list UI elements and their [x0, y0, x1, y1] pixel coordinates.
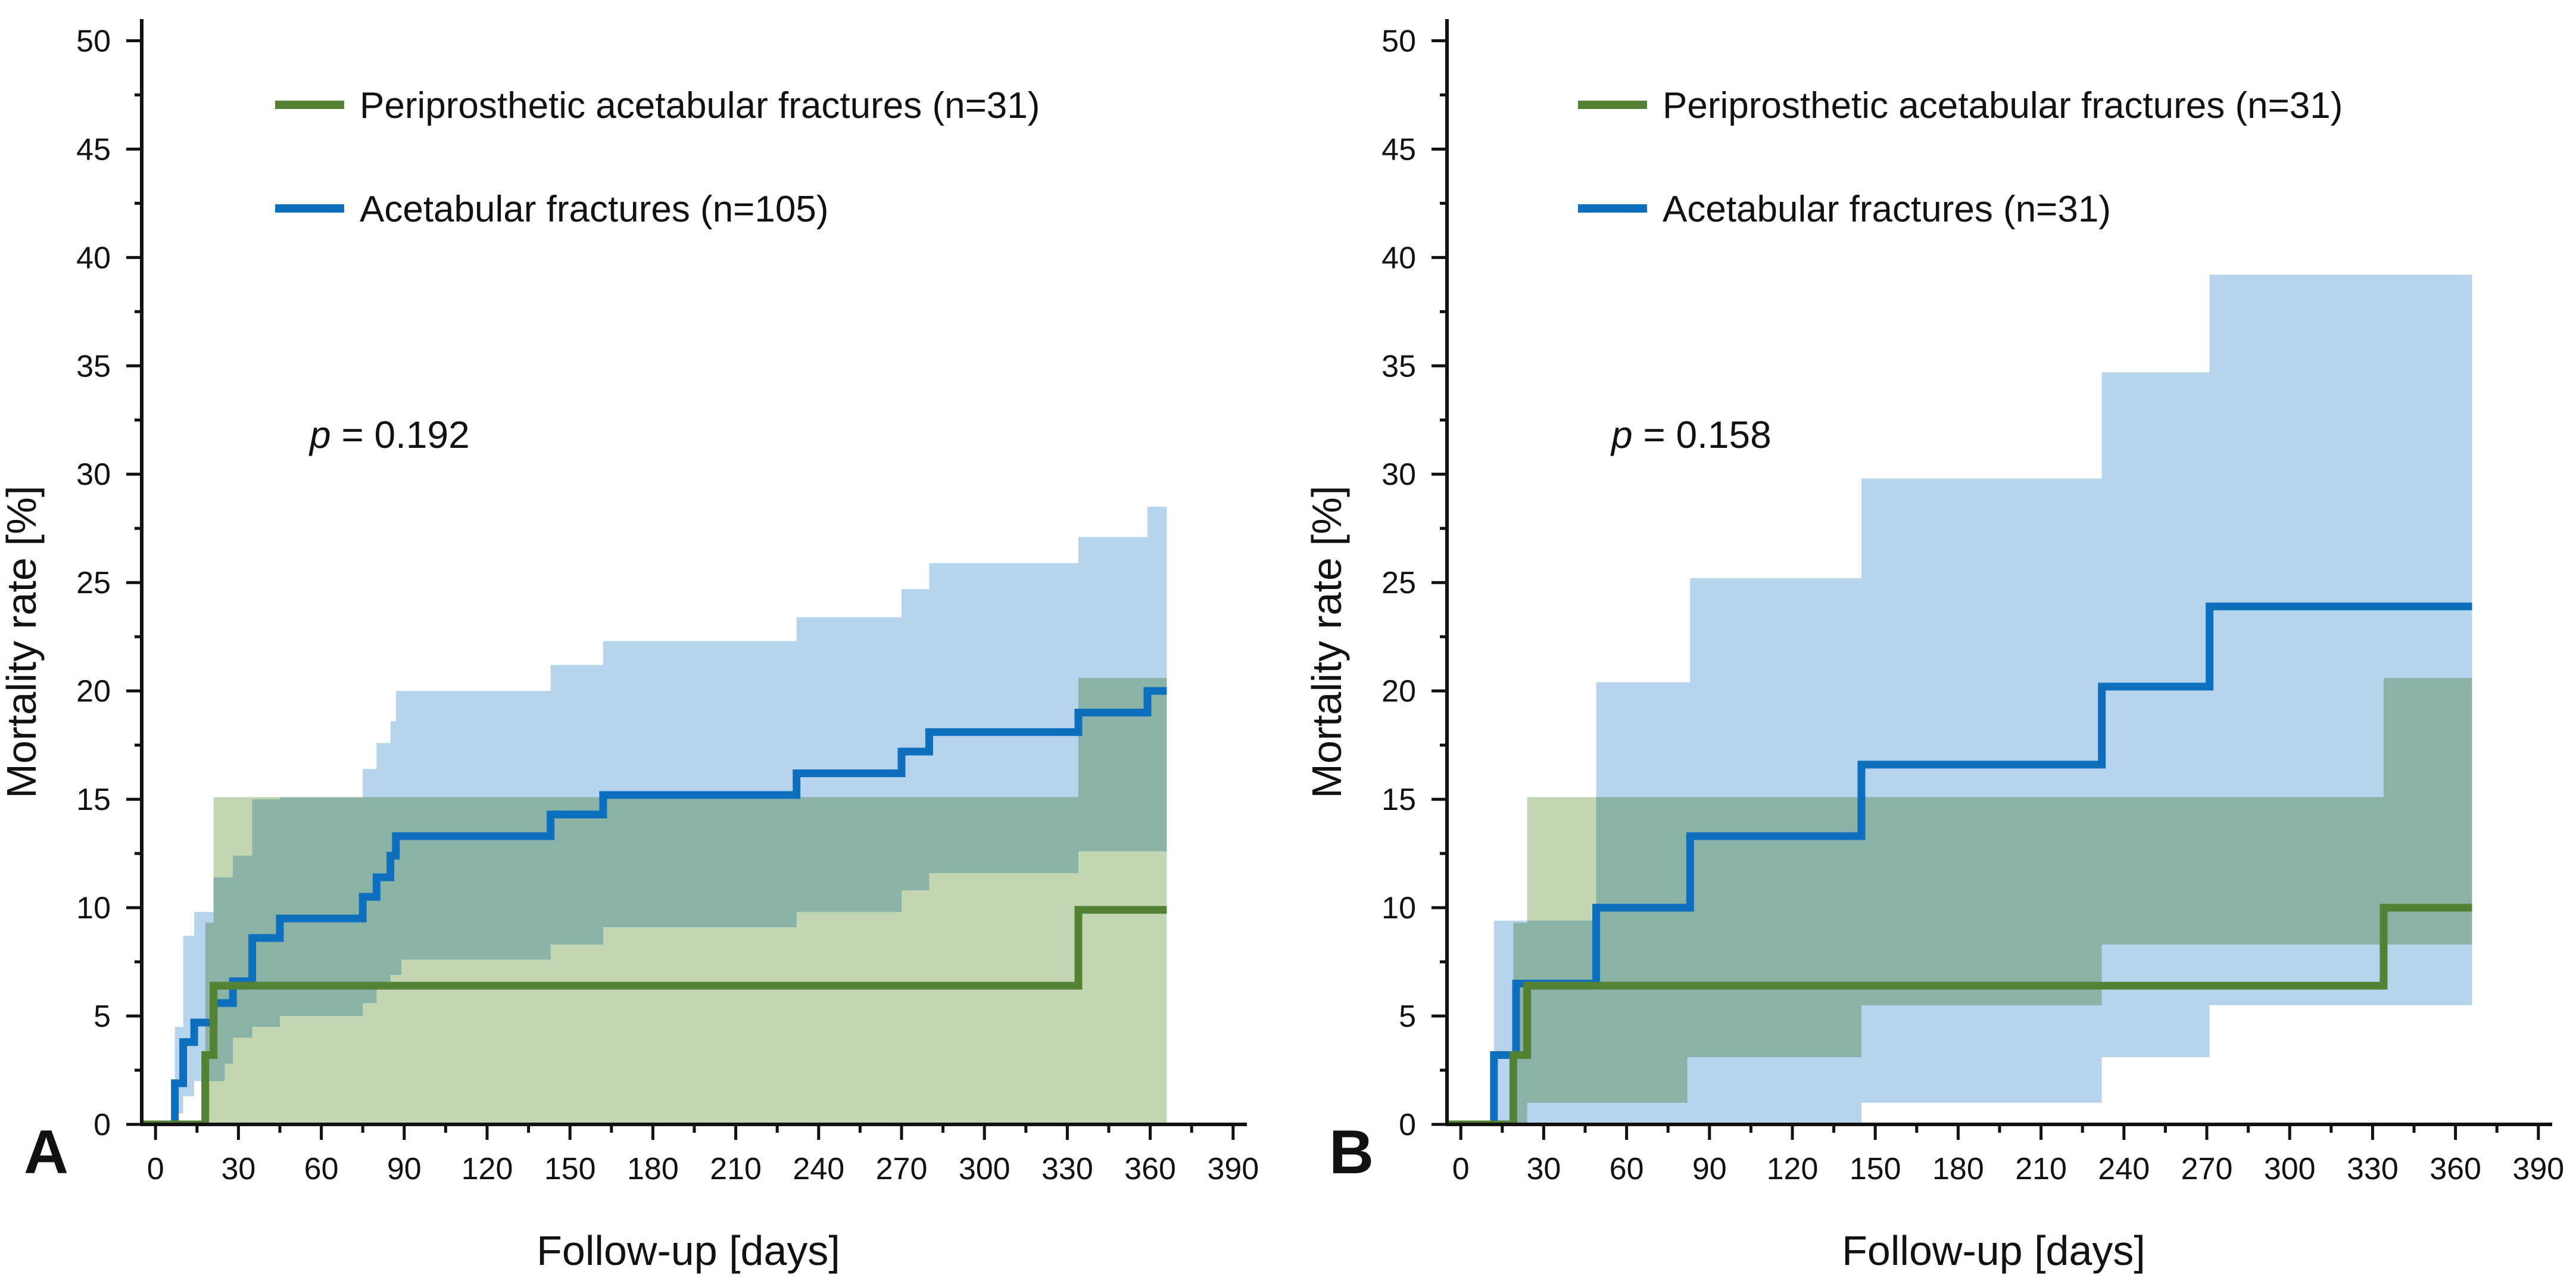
x-tick-label: 300	[959, 1152, 1011, 1186]
y-tick-label: 40	[76, 241, 111, 275]
axes: 0 5 10 15 20 25 30 35 40 45 50 0 30 60 90 120 150 180 210 2…	[76, 19, 1259, 1186]
p-value-annotation: p = 0.158	[1610, 413, 1772, 456]
legend: Periprosthetic acetabular fractures (n=3…	[1578, 85, 2343, 230]
y-tick-label: 45	[76, 132, 111, 167]
y-tick-label: 0	[1399, 1108, 1416, 1142]
y-tick-label: 0	[93, 1108, 111, 1142]
series-line-periprosthetic	[1447, 903, 2472, 1124]
x-tick-label: 270	[2181, 1152, 2233, 1186]
x-tick-label: 90	[387, 1152, 422, 1186]
y-tick-label: 10	[76, 891, 111, 925]
x-axis-title: Follow-up [days]	[537, 1227, 840, 1274]
x-tick-label: 210	[710, 1152, 762, 1186]
y-tick-label: 30	[76, 457, 111, 492]
ci-band-acetabular	[1447, 275, 2472, 1124]
x-tick-label: 330	[2347, 1152, 2399, 1186]
x-axis-title: Follow-up [days]	[1842, 1227, 2145, 1274]
y-tick-label: 35	[76, 349, 111, 384]
y-tick-label: 15	[1381, 783, 1416, 817]
series-line-periprosthetic	[142, 906, 1167, 1124]
x-tick-label: 360	[2430, 1152, 2481, 1186]
y-tick-label: 15	[76, 783, 111, 817]
p-value-annotation: p = 0.192	[308, 413, 470, 456]
ci-band-acetabular	[142, 506, 1167, 1124]
x-tick-label: 210	[2015, 1152, 2067, 1186]
y-tick-label: 30	[1381, 457, 1416, 492]
x-tick-label: 180	[627, 1152, 679, 1186]
x-tick-label: 150	[1850, 1152, 1901, 1186]
x-tick-label: 180	[1932, 1152, 1984, 1186]
y-axis-title: Mortality rate [%]	[0, 485, 45, 798]
x-tick-label: 30	[1526, 1152, 1561, 1186]
panel-b: 0 5 10 15 20 25 30 35 40 45 50 0 30 60 90 120 150 180 210 2…	[1303, 19, 2564, 1274]
x-tick-label: 330	[1041, 1152, 1093, 1186]
y-tick-label: 20	[1381, 674, 1416, 709]
x-tick-label: 30	[221, 1152, 255, 1186]
y-tick-label: 25	[76, 566, 111, 600]
y-tick-label: 50	[1381, 24, 1416, 58]
y-tick-label: 45	[1381, 132, 1416, 167]
y-tick-label: 5	[93, 999, 111, 1034]
legend-label-acetabular: Acetabular fractures (n=31)	[1663, 189, 2111, 230]
y-tick-label: 5	[1399, 999, 1416, 1034]
x-tick-label: 270	[876, 1152, 928, 1186]
plot-area	[1447, 275, 2472, 1124]
x-tick-label: 390	[2512, 1152, 2564, 1186]
x-tick-label: 360	[1124, 1152, 1176, 1186]
x-tick-label: 120	[461, 1152, 513, 1186]
panel-a: 0 5 10 15 20 25 30 35 40 45 50 0 30 60 90 120 150 180 210 2…	[0, 19, 1259, 1274]
y-tick-label: 10	[1381, 891, 1416, 925]
confidence-bands	[142, 506, 1167, 1124]
y-tick-label: 20	[76, 674, 111, 709]
y-axis-title: Mortality rate [%]	[1303, 485, 1350, 798]
x-tick-label: 0	[1452, 1152, 1470, 1186]
panel-letter: B	[1329, 1118, 1374, 1187]
x-tick-label: 120	[1767, 1152, 1819, 1186]
y-tick-label: 35	[1381, 349, 1416, 384]
x-tick-label: 390	[1207, 1152, 1259, 1186]
legend-label-acetabular: Acetabular fractures (n=105)	[360, 189, 828, 230]
x-tick-label: 240	[2098, 1152, 2150, 1186]
x-tick-label: 90	[1692, 1152, 1727, 1186]
x-tick-label: 300	[2264, 1152, 2316, 1186]
x-tick-label: 60	[1610, 1152, 1644, 1186]
series-line-acetabular	[1447, 602, 2472, 1124]
y-tick-label: 40	[1381, 241, 1416, 275]
y-tick-label: 50	[76, 24, 111, 58]
x-tick-label: 150	[544, 1152, 596, 1186]
plot-area	[142, 506, 1167, 1124]
legend-label-periprosthetic: Periprosthetic acetabular fractures (n=3…	[360, 85, 1040, 126]
x-tick-label: 240	[793, 1152, 844, 1186]
axes: 0 5 10 15 20 25 30 35 40 45 50 0 30 60 90 120 150 180 210 2…	[1381, 19, 2564, 1186]
panel-letter: A	[24, 1118, 68, 1187]
confidence-bands	[1447, 275, 2472, 1124]
x-tick-label: 0	[147, 1152, 164, 1186]
series-line-acetabular	[142, 687, 1167, 1124]
legend: Periprosthetic acetabular fractures (n=3…	[275, 85, 1040, 230]
x-tick-label: 60	[304, 1152, 339, 1186]
legend-label-periprosthetic: Periprosthetic acetabular fractures (n=3…	[1663, 85, 2343, 126]
y-tick-label: 25	[1381, 566, 1416, 600]
